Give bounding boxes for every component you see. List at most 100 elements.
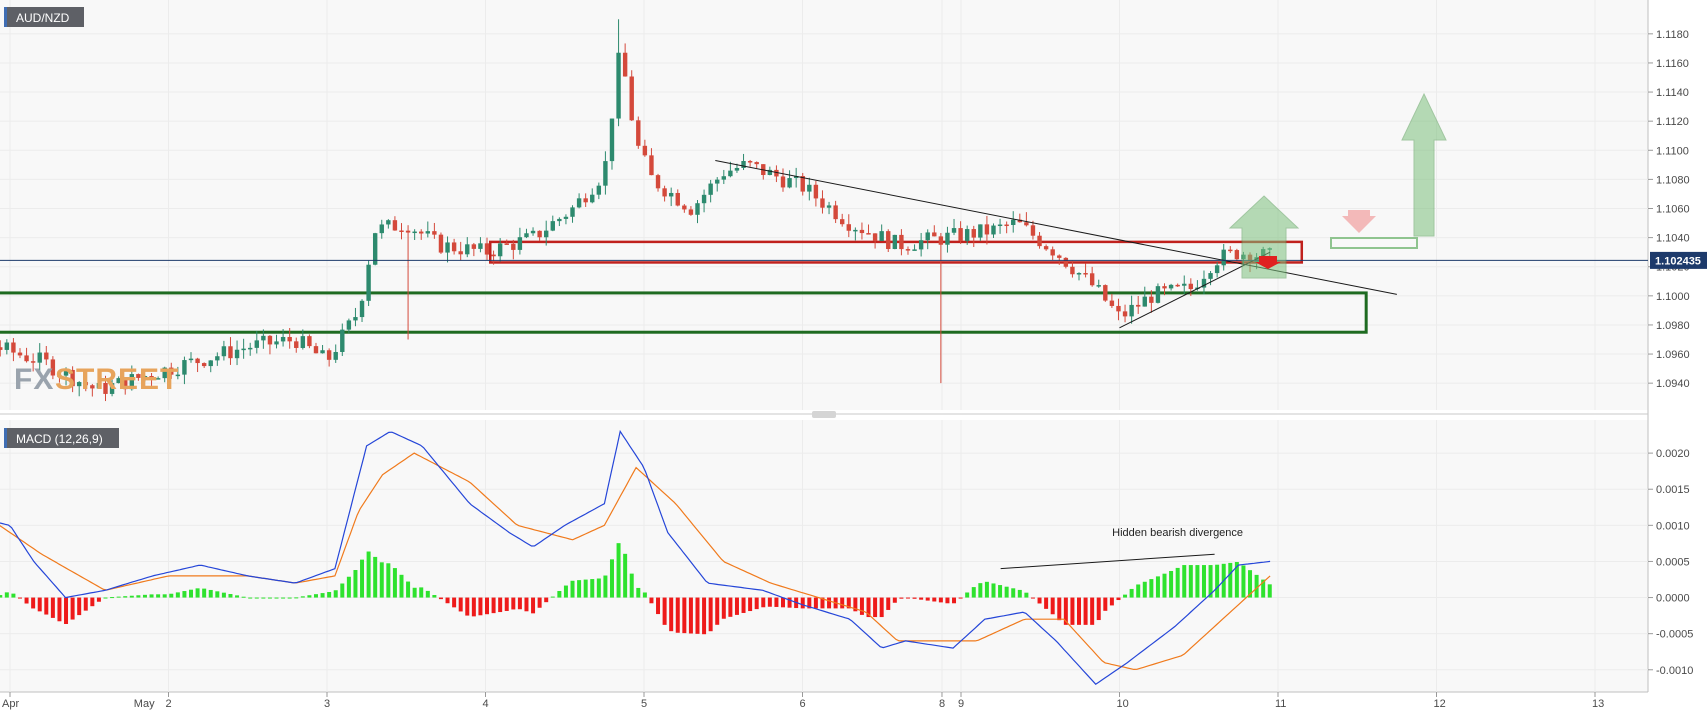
candle-up [603,161,608,186]
histogram-bar-positive [563,585,568,598]
histogram-bar-positive [313,594,318,598]
candle-down [50,359,56,376]
histogram-bar-positive [360,559,365,598]
candle-up [826,205,832,208]
macd-tick-label: 0.0010 [1656,520,1690,532]
candle-down [1188,283,1194,290]
histogram-bar-positive [406,581,411,598]
candle-up [248,347,253,350]
candle-down [649,155,654,176]
pane-resize-handle[interactable] [812,411,836,418]
histogram-bar-positive [162,594,167,598]
histogram-bar-positive [998,585,1003,598]
histogram-bar-negative [728,597,733,617]
sell-arrow-red [1255,256,1281,269]
candle-up [701,194,707,204]
candle-down [537,230,542,238]
histogram-bar-positive [1123,594,1128,598]
candle-down [1234,250,1240,260]
histogram-bar-positive [4,592,9,598]
entry-box [1330,237,1418,249]
date-tick-label: 12 [1434,698,1446,710]
candle-up [550,221,555,231]
candle-up [668,192,674,197]
histogram-bar-positive [1175,567,1180,598]
candle-up [280,336,286,342]
histogram-bar-negative [919,597,924,600]
candle-down [866,233,871,235]
histogram-bar-positive [208,589,213,598]
symbol-badge[interactable]: AUD/NZD [4,7,84,27]
histogram-bar-negative [83,597,88,611]
histogram-bar-positive [215,591,220,598]
candle-down [675,192,680,206]
histogram-bar-positive [557,590,562,598]
histogram-bar-positive [1241,565,1246,598]
candle-up [478,243,483,249]
histogram-bar-negative [504,597,509,611]
histogram-bar-negative [44,597,49,615]
histogram-bar-positive [254,597,259,599]
candle-down [267,335,273,345]
histogram-bar-positive [228,594,233,598]
candle-down [1149,296,1154,303]
histogram-bar-negative [932,597,937,602]
histogram-bar-positive [235,595,240,598]
candle-up [1011,219,1016,225]
candle-down [169,367,174,375]
candle-up [912,249,917,251]
histogram-bar-negative [1057,597,1062,621]
histogram-bar-positive [189,589,194,598]
histogram-bar-positive [412,587,417,598]
histogram-bar-negative [465,597,470,616]
histogram-bar-negative [853,597,858,612]
histogram-bar-negative [787,597,792,608]
candle-up [261,335,266,341]
candle-down [682,205,687,210]
histogram-bar-positive [353,570,358,598]
candle-up [853,229,858,232]
histogram-bar-negative [813,597,818,609]
candle-down [1063,257,1069,267]
histogram-bar-positive [1182,565,1187,598]
macd-tick-label: 0.0020 [1656,448,1690,460]
histogram-bar-negative [873,597,878,618]
buy-arrow-target [1401,92,1447,237]
histogram-bar-negative [695,597,700,634]
histogram-bar-positive [267,597,272,599]
date-axis: Apr May 2 3 4 5 6 8 9 10 11 12 13 [2,692,1604,710]
histogram-bar-positive [609,559,614,598]
histogram-bar-positive [1169,570,1174,598]
price-tick-label: 1.1120 [1656,116,1689,128]
histogram-bar-negative [715,597,720,625]
candle-up [530,230,536,234]
histogram-bar-positive [327,592,332,598]
candle-up [1076,273,1082,275]
candle-up [445,242,450,253]
candle-up [557,218,562,222]
histogram-bar-negative [1070,597,1075,625]
candle-down [886,231,891,250]
candle-up [465,244,470,255]
date-tick-label: Apr [2,698,19,710]
candle-up [741,161,746,168]
macd-badge[interactable]: MACD (12,26,9) [4,428,119,448]
candle-down [405,230,411,233]
histogram-bar-positive [11,593,16,598]
histogram-bar-negative [458,597,463,612]
histogram-bar-negative [669,597,674,632]
candle-down [392,220,398,231]
candle-up [609,118,615,162]
candle-up [1096,285,1101,287]
price-tick-label: 1.1060 [1656,204,1690,216]
histogram-bar-positive [399,574,404,598]
histogram-bar-negative [544,597,549,603]
candle-up [241,348,246,351]
histogram-bar-negative [1077,597,1082,625]
candle-down [1089,273,1095,286]
candle-down [451,242,457,252]
candle-down [1024,222,1029,226]
candle-down [636,120,641,146]
histogram-bar-positive [1195,565,1200,598]
candle-up [563,216,569,219]
